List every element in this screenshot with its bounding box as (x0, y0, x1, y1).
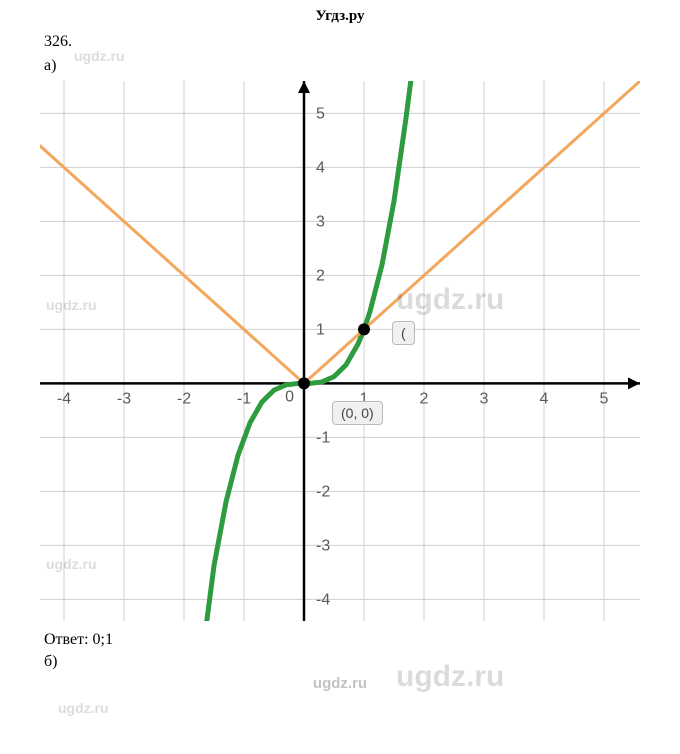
part-b-label: б) (0, 651, 680, 673)
point-label: ( (392, 321, 415, 345)
svg-text:2: 2 (420, 390, 429, 407)
svg-text:-4: -4 (316, 591, 330, 608)
svg-text:-2: -2 (177, 390, 191, 407)
svg-text:5: 5 (316, 105, 325, 122)
answer-text: Ответ: 0;1 (0, 627, 680, 651)
chart-container: -4-3-2-112345-4-3-2-1123450 (0, 0)( (40, 81, 640, 621)
problem-number: 326. (0, 29, 680, 55)
svg-text:3: 3 (480, 390, 489, 407)
svg-text:0: 0 (285, 388, 294, 405)
svg-text:-1: -1 (237, 390, 251, 407)
svg-text:5: 5 (600, 390, 609, 407)
site-header: Угдз.ру (0, 0, 680, 29)
point-label: (0, 0) (332, 401, 383, 425)
svg-text:2: 2 (316, 267, 325, 284)
svg-text:1: 1 (316, 321, 325, 338)
svg-text:3: 3 (316, 213, 325, 230)
svg-text:-3: -3 (117, 390, 131, 407)
svg-text:-4: -4 (57, 390, 71, 407)
svg-text:4: 4 (316, 159, 325, 176)
svg-text:4: 4 (540, 390, 549, 407)
svg-text:-2: -2 (316, 483, 330, 500)
part-a-label: а) (0, 55, 680, 77)
svg-text:-3: -3 (316, 537, 330, 554)
footer-watermark: ugdz.ru (0, 673, 680, 692)
svg-text:-1: -1 (316, 429, 330, 446)
watermark: ugdz.ru (58, 700, 109, 716)
chart: -4-3-2-112345-4-3-2-1123450 (40, 81, 640, 621)
